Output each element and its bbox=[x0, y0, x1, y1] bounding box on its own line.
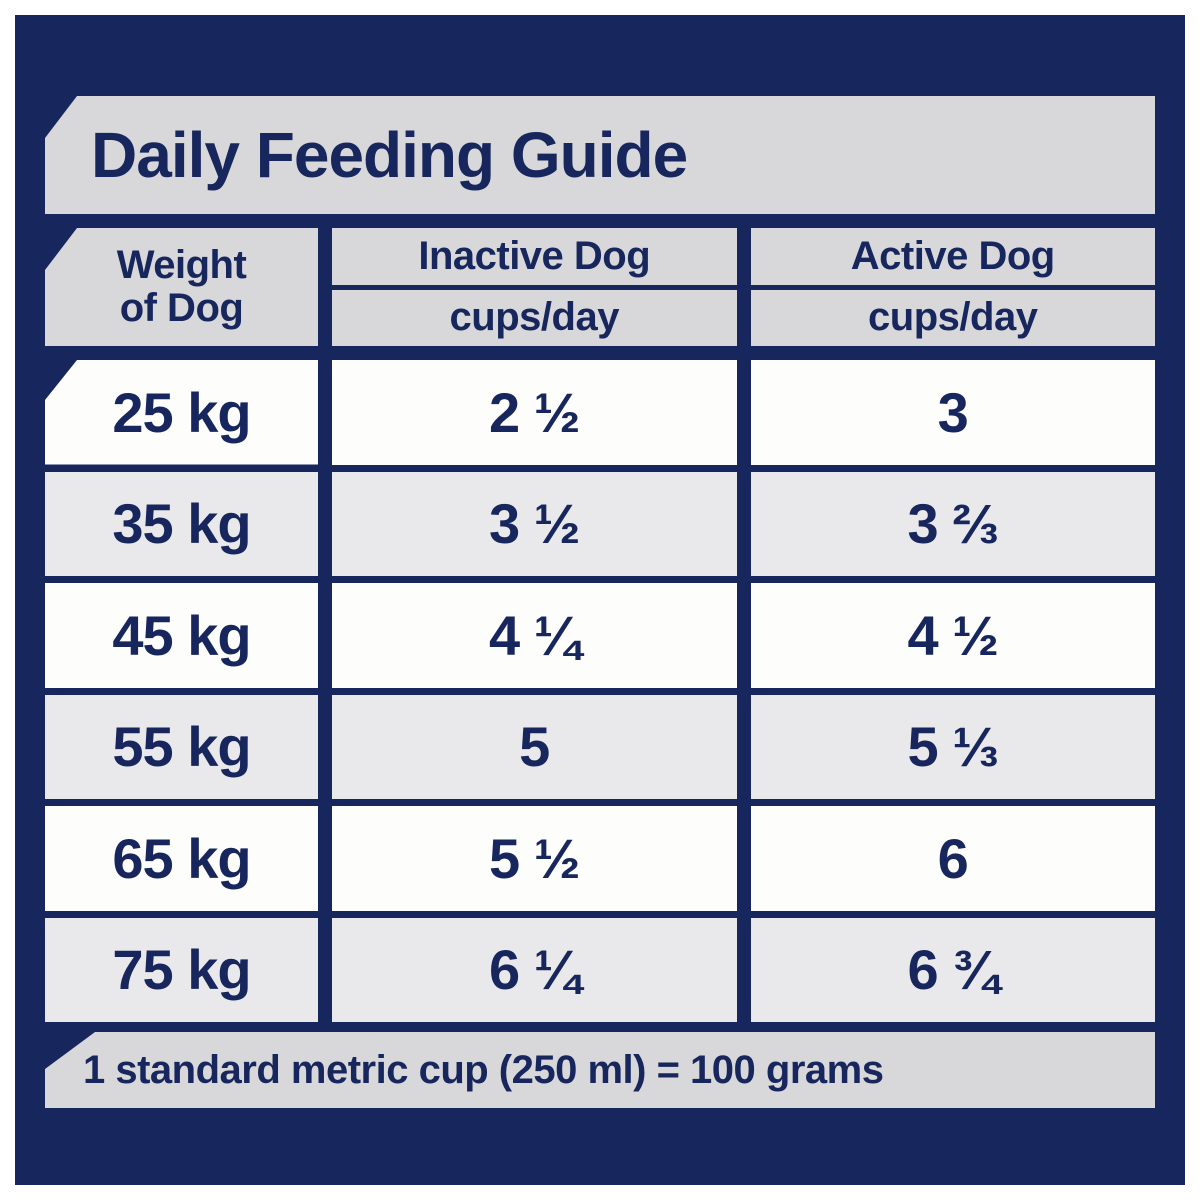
inactive-cups-cell: 4 ¼ bbox=[332, 583, 737, 688]
table-header: Weight of Dog Inactive Dog cups/day Acti… bbox=[45, 228, 1155, 346]
active-cups-cell: 3 ⅔ bbox=[750, 471, 1155, 576]
active-cups-cell: 3 bbox=[750, 360, 1155, 465]
title-banner: Daily Feeding Guide bbox=[45, 96, 1155, 214]
weight-cell: 35 kg bbox=[45, 471, 318, 576]
header-active-dog-units: cups/day bbox=[868, 295, 1038, 340]
table-body: 25 kg 2 ½ 3 35 kg 3 ½ 3 ⅔ 45 kg 4 ¼ 4 ½ … bbox=[45, 360, 1155, 1022]
table-row: 35 kg 3 ½ 3 ⅔ bbox=[45, 471, 1155, 576]
weight-cell: 25 kg bbox=[45, 360, 318, 465]
header-weight-line2: of Dog bbox=[119, 286, 244, 330]
footer-note-banner: 1 standard metric cup (250 ml) = 100 gra… bbox=[45, 1032, 1155, 1108]
footer-note: 1 standard metric cup (250 ml) = 100 gra… bbox=[83, 1047, 884, 1092]
page-title: Daily Feeding Guide bbox=[91, 119, 688, 191]
weight-cell: 65 kg bbox=[45, 806, 318, 911]
weight-cell: 45 kg bbox=[45, 583, 318, 688]
header-active-dog: Active Dog cups/day bbox=[750, 228, 1155, 346]
active-cups-cell: 6 ¾ bbox=[750, 917, 1155, 1022]
header-inactive-dog: Inactive Dog cups/day bbox=[332, 228, 737, 346]
active-cups-cell: 5 ⅓ bbox=[750, 694, 1155, 799]
header-weight-of-dog: Weight of Dog bbox=[45, 228, 318, 346]
table-row: 55 kg 5 5 ⅓ bbox=[45, 694, 1155, 799]
table-row: 75 kg 6 ¼ 6 ¾ bbox=[45, 917, 1155, 1022]
navy-panel: Daily Feeding Guide Weight of Dog Inacti… bbox=[15, 15, 1185, 1185]
weight-cell: 75 kg bbox=[45, 917, 318, 1022]
table-row: 65 kg 5 ½ 6 bbox=[45, 806, 1155, 911]
header-inactive-dog-label: Inactive Dog bbox=[418, 233, 651, 278]
inactive-cups-cell: 5 bbox=[332, 694, 737, 799]
weight-cell: 55 kg bbox=[45, 694, 318, 799]
header-weight-line1: Weight bbox=[116, 242, 247, 287]
table-row: 45 kg 4 ¼ 4 ½ bbox=[45, 583, 1155, 688]
active-cups-cell: 4 ½ bbox=[750, 583, 1155, 688]
header-inactive-dog-units: cups/day bbox=[449, 295, 620, 340]
inactive-cups-cell: 2 ½ bbox=[332, 360, 737, 465]
header-divider bbox=[332, 284, 737, 290]
table-row: 25 kg 2 ½ 3 bbox=[45, 360, 1155, 465]
inactive-cups-cell: 3 ½ bbox=[332, 471, 737, 576]
active-cups-cell: 6 bbox=[750, 806, 1155, 911]
header-active-dog-label: Active Dog bbox=[850, 233, 1055, 278]
inactive-cups-cell: 6 ¼ bbox=[332, 917, 737, 1022]
inactive-cups-cell: 5 ½ bbox=[332, 806, 737, 911]
header-divider bbox=[750, 284, 1155, 290]
